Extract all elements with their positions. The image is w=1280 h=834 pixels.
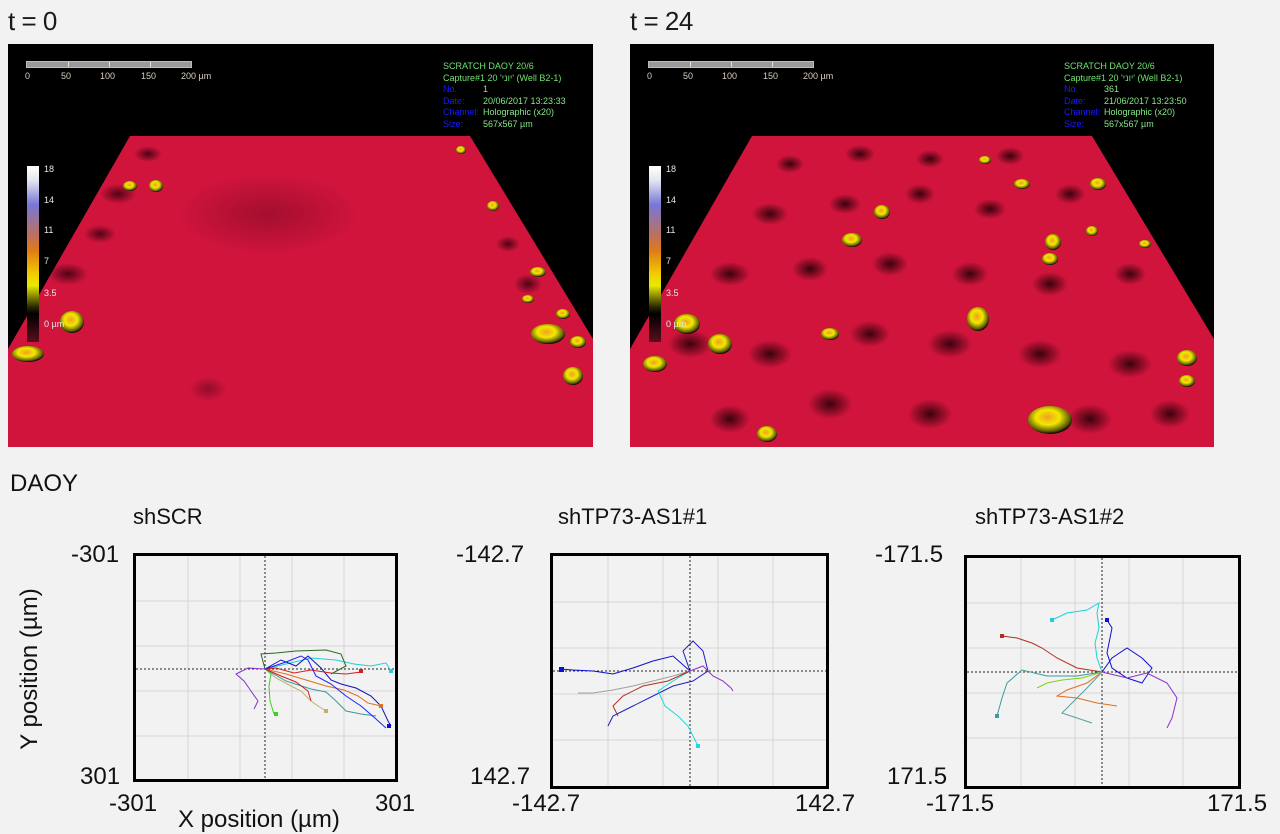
x-tick-right: 301 bbox=[375, 790, 416, 817]
x-tick-left: -142.7 bbox=[512, 790, 581, 817]
trajectory-plot-shtp73-as1-2 bbox=[964, 555, 1241, 789]
trajectory-tracks bbox=[136, 556, 395, 779]
trajectory-plot-shtp73-as1-1 bbox=[550, 553, 829, 789]
x-axis-label: X position (µm) bbox=[178, 806, 340, 833]
height-color-scale bbox=[649, 166, 661, 342]
y-tick-top: -301 bbox=[71, 541, 120, 568]
holographic-image-t24: 0 50 100 150 200 µm SCRATCH DAOY 20/6 Ca… bbox=[630, 44, 1214, 447]
image-metadata: SCRATCH DAOY 20/6 Capture#1 20 'יוני' (W… bbox=[443, 61, 566, 129]
trajectory-tracks bbox=[967, 558, 1238, 786]
y-tick-bottom: 301 bbox=[80, 763, 121, 790]
y-tick-top: -142.7 bbox=[456, 541, 525, 568]
plot-title-shtp73-as1-2: shTP73-AS1#2 bbox=[975, 504, 1125, 529]
holographic-image-t0: 0 50 100 150 200 µm SCRATCH DAOY 20/6 Ca… bbox=[8, 44, 593, 447]
x-tick-left: -171.5 bbox=[926, 790, 995, 817]
image-metadata: SCRATCH DAOY 20/6 Capture#1 20 'יוני' (W… bbox=[1064, 61, 1187, 129]
cell-line-label: DAOY bbox=[10, 470, 79, 497]
y-tick-bottom: 142.7 bbox=[470, 763, 531, 790]
x-tick-right: 171.5 bbox=[1207, 790, 1268, 817]
x-tick-left: -301 bbox=[109, 790, 158, 817]
trajectory-tracks bbox=[553, 556, 826, 786]
plot-title-shscr: shSCR bbox=[133, 504, 203, 529]
scale-bar bbox=[26, 61, 192, 68]
scale-bar bbox=[648, 61, 814, 68]
time-label-t0: t = 0 bbox=[8, 6, 57, 36]
y-tick-top: -171.5 bbox=[875, 541, 944, 568]
trajectory-plot-shscr bbox=[133, 553, 398, 782]
surface-render-t24 bbox=[630, 136, 1214, 447]
x-tick-right: 142.7 bbox=[795, 790, 856, 817]
y-tick-bottom: 171.5 bbox=[887, 763, 948, 790]
y-axis-label: Y position (µm) bbox=[16, 588, 43, 750]
height-color-scale bbox=[27, 166, 39, 342]
plot-title-shtp73-as1-1: shTP73-AS1#1 bbox=[558, 504, 708, 529]
surface-render-t0 bbox=[8, 136, 593, 447]
time-label-t24: t = 24 bbox=[630, 6, 693, 36]
